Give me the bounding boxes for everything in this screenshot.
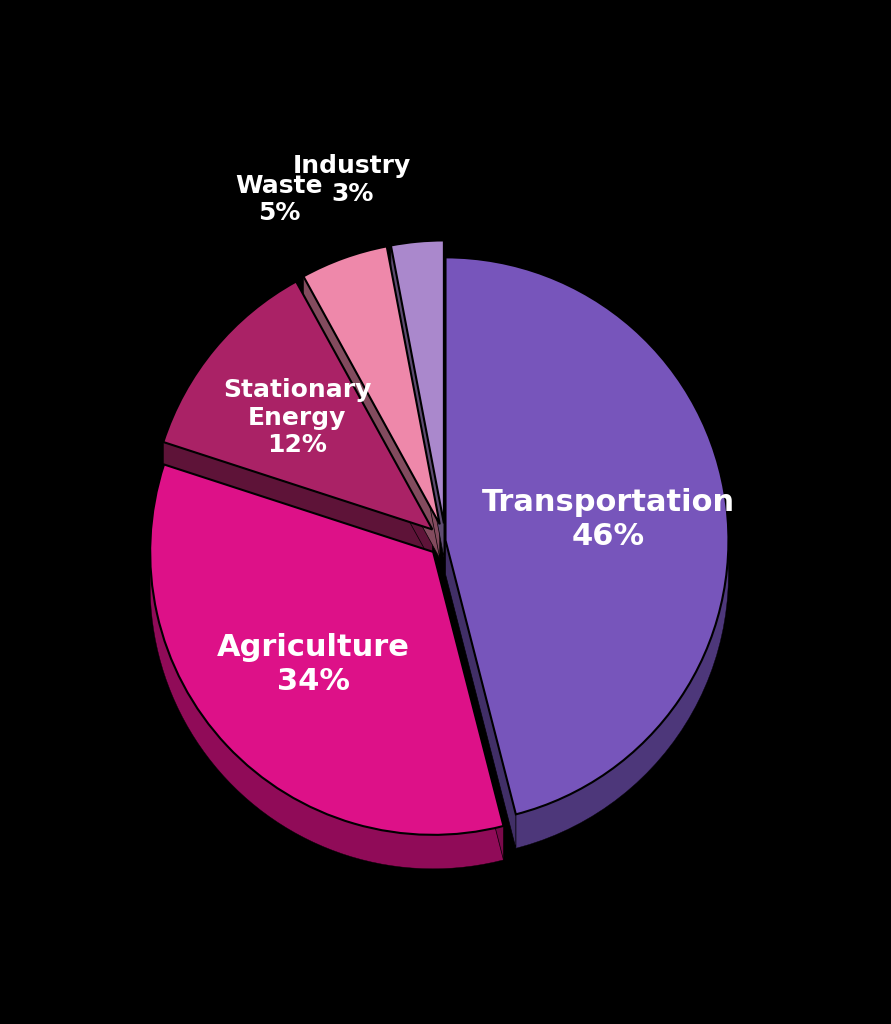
Polygon shape — [391, 241, 444, 280]
Text: Waste
5%: Waste 5% — [235, 174, 323, 225]
Wedge shape — [304, 247, 440, 524]
Wedge shape — [391, 241, 444, 523]
Polygon shape — [163, 442, 432, 563]
Polygon shape — [164, 465, 433, 586]
Polygon shape — [387, 247, 440, 558]
Wedge shape — [163, 315, 432, 563]
Polygon shape — [163, 282, 296, 476]
Polygon shape — [446, 257, 729, 848]
Wedge shape — [163, 282, 432, 529]
Wedge shape — [446, 257, 729, 814]
Polygon shape — [433, 552, 503, 860]
Text: Transportation
46%: Transportation 46% — [482, 488, 735, 551]
Wedge shape — [391, 274, 444, 557]
Wedge shape — [151, 465, 503, 835]
Polygon shape — [151, 465, 503, 868]
Polygon shape — [304, 276, 440, 558]
Polygon shape — [446, 541, 516, 848]
Wedge shape — [151, 499, 503, 868]
Wedge shape — [304, 281, 440, 558]
Polygon shape — [391, 246, 444, 557]
Text: Stationary
Energy
12%: Stationary Energy 12% — [223, 378, 372, 458]
Text: Industry
3%: Industry 3% — [293, 154, 412, 206]
Wedge shape — [446, 291, 729, 848]
Polygon shape — [296, 282, 432, 563]
Polygon shape — [304, 247, 387, 310]
Text: Agriculture
34%: Agriculture 34% — [217, 633, 410, 695]
